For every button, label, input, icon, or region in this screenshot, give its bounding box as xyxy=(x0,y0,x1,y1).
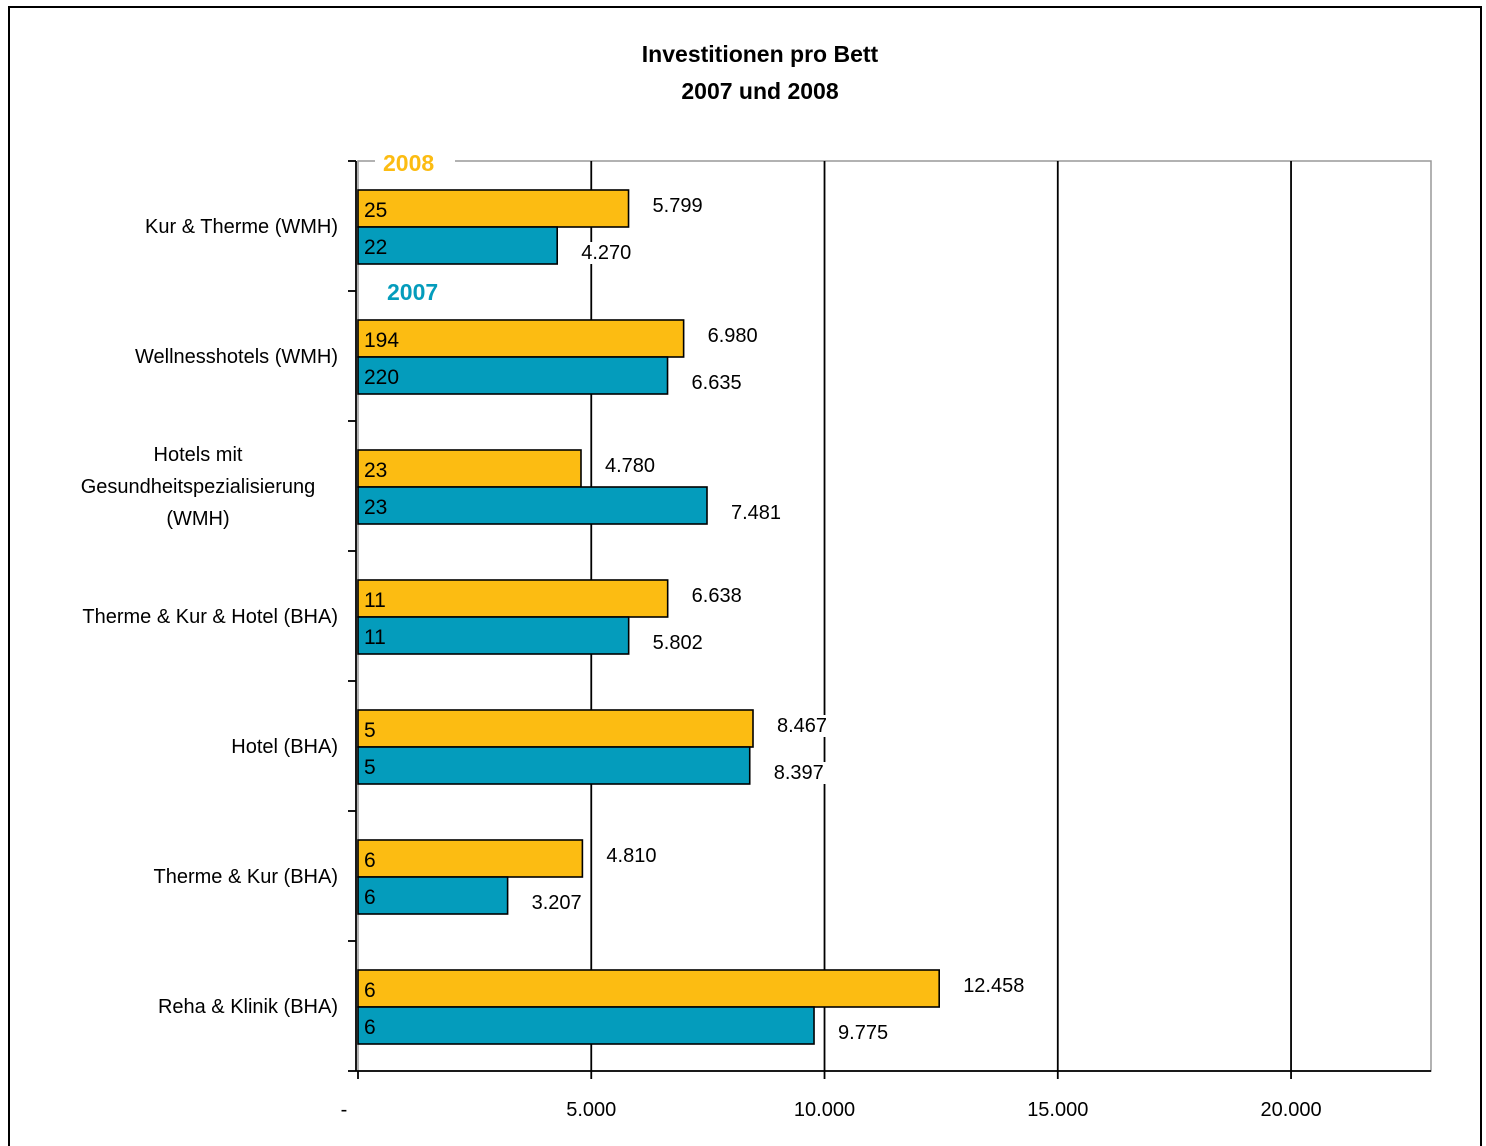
value-label-bg-2007-6 xyxy=(836,1022,891,1044)
value-label-bg-2007-0 xyxy=(579,242,634,264)
value-label-2008-3: 6.638 xyxy=(692,585,742,607)
bar-2008-1 xyxy=(357,319,685,358)
value-label-2007-1: 6.635 xyxy=(692,372,742,394)
legend-label-2008: 2008 xyxy=(383,150,434,176)
count-label-2008-4: 5 xyxy=(364,719,376,742)
bar-2008-6 xyxy=(357,969,940,1008)
count-label-2007-6: 6 xyxy=(364,1016,376,1039)
bar-2007-5 xyxy=(357,876,509,915)
value-label-bg-2007-4 xyxy=(771,762,826,784)
value-label-2008-4: 8.467 xyxy=(777,715,827,737)
count-label-2007-3: 11 xyxy=(364,626,386,649)
value-label-bg-2008-3 xyxy=(689,585,744,607)
category-label-1-0: Wellnesshotels (WMH) xyxy=(135,346,338,368)
value-label-2007-4: 8.397 xyxy=(774,762,824,784)
bar-2008-5 xyxy=(357,839,584,878)
value-label-bg-2008-2 xyxy=(602,455,658,477)
value-label-2008-1: 6.980 xyxy=(708,325,758,347)
x-tick-label-1: 5.000 xyxy=(566,1099,616,1121)
category-label-4-0: Hotel (BHA) xyxy=(231,736,338,758)
value-label-bg-2007-2 xyxy=(729,502,784,524)
value-label-2008-0: 5.799 xyxy=(653,195,703,217)
value-label-bg-2007-5 xyxy=(529,892,584,914)
category-label-2-0: Hotels mit xyxy=(154,444,243,466)
x-tick-label-4: 20.000 xyxy=(1260,1099,1321,1121)
bar-2008-4 xyxy=(357,709,754,748)
x-tick-label-3: 15.000 xyxy=(1027,1099,1088,1121)
count-label-2007-2: 23 xyxy=(364,496,387,519)
category-label-2-2: (WMH) xyxy=(166,508,229,530)
count-label-2008-6: 6 xyxy=(364,979,376,1002)
bar-2007-1 xyxy=(357,356,669,395)
bar-2008-3 xyxy=(357,579,669,618)
count-label-2007-4: 5 xyxy=(364,756,376,779)
count-label-2008-2: 23 xyxy=(364,459,387,482)
value-label-2007-2: 7.481 xyxy=(731,502,781,524)
count-label-2008-1: 194 xyxy=(364,329,399,352)
x-tick-label-2: 10.000 xyxy=(794,1099,855,1121)
value-label-bg-2007-1 xyxy=(689,372,744,394)
legend-bg-2008 xyxy=(375,150,455,174)
value-label-2008-2: 4.780 xyxy=(605,455,655,477)
value-label-2007-0: 4.270 xyxy=(581,242,631,264)
value-label-2007-6: 9.775 xyxy=(838,1022,888,1044)
value-label-bg-2008-5 xyxy=(604,845,659,867)
chart: Investitionen pro Bett 2007 und 2008 - 5.00… xyxy=(81,41,1432,1121)
bar-2007-2 xyxy=(357,486,708,525)
chart-title-line-2: 2007 und 2008 xyxy=(681,78,838,104)
value-label-bg-2008-1 xyxy=(705,325,760,347)
bar-2007-6 xyxy=(357,1006,815,1045)
value-label-bg-2008-6 xyxy=(961,975,1027,997)
value-label-bg-2007-3 xyxy=(650,632,705,654)
category-label-2-1: Gesundheitspezialisierung xyxy=(81,476,316,498)
category-label-5-0: Therme & Kur (BHA) xyxy=(154,866,338,888)
chart-frame: Investitionen pro Bett 2007 und 2008 - 5.00… xyxy=(8,6,1482,1146)
count-label-2008-3: 11 xyxy=(364,589,386,612)
value-label-2007-5: 3.207 xyxy=(532,892,582,914)
bar-2007-4 xyxy=(357,746,751,785)
value-label-bg-2008-4 xyxy=(775,715,830,737)
count-label-2008-5: 6 xyxy=(364,849,376,872)
bar-2008-2 xyxy=(357,449,582,488)
count-label-2008-0: 25 xyxy=(364,199,387,222)
category-label-3-0: Therme & Kur & Hotel (BHA) xyxy=(82,606,338,628)
count-label-2007-5: 6 xyxy=(364,886,376,909)
chart-title-line-1: Investitionen pro Bett xyxy=(642,41,879,67)
bar-2008-0 xyxy=(357,189,630,228)
count-label-2007-1: 220 xyxy=(364,366,399,389)
count-label-2007-0: 22 xyxy=(364,236,387,259)
category-label-6-0: Reha & Klinik (BHA) xyxy=(158,996,338,1018)
value-label-bg-2008-0 xyxy=(650,195,705,217)
x-tick-label-0: - xyxy=(341,1099,348,1121)
value-label-2008-5: 4.810 xyxy=(606,845,656,867)
bar-2007-0 xyxy=(357,226,559,265)
value-label-2007-3: 5.802 xyxy=(653,632,703,654)
bar-2007-3 xyxy=(357,616,630,655)
value-label-2008-6: 12.458 xyxy=(963,975,1024,997)
legend-label-2007: 2007 xyxy=(387,279,438,305)
category-label-0-0: Kur & Therme (WMH) xyxy=(145,216,338,238)
